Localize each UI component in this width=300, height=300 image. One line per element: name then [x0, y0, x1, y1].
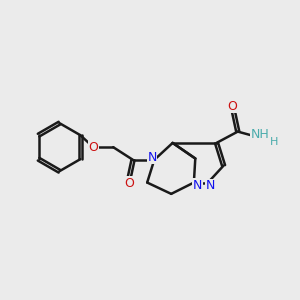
Text: O: O: [227, 100, 237, 112]
Text: N: N: [147, 151, 157, 164]
Text: N: N: [193, 179, 202, 192]
Text: H: H: [270, 137, 279, 147]
Text: N: N: [206, 179, 215, 192]
Text: O: O: [124, 177, 134, 190]
Text: O: O: [88, 141, 98, 154]
Text: NH: NH: [251, 128, 270, 141]
